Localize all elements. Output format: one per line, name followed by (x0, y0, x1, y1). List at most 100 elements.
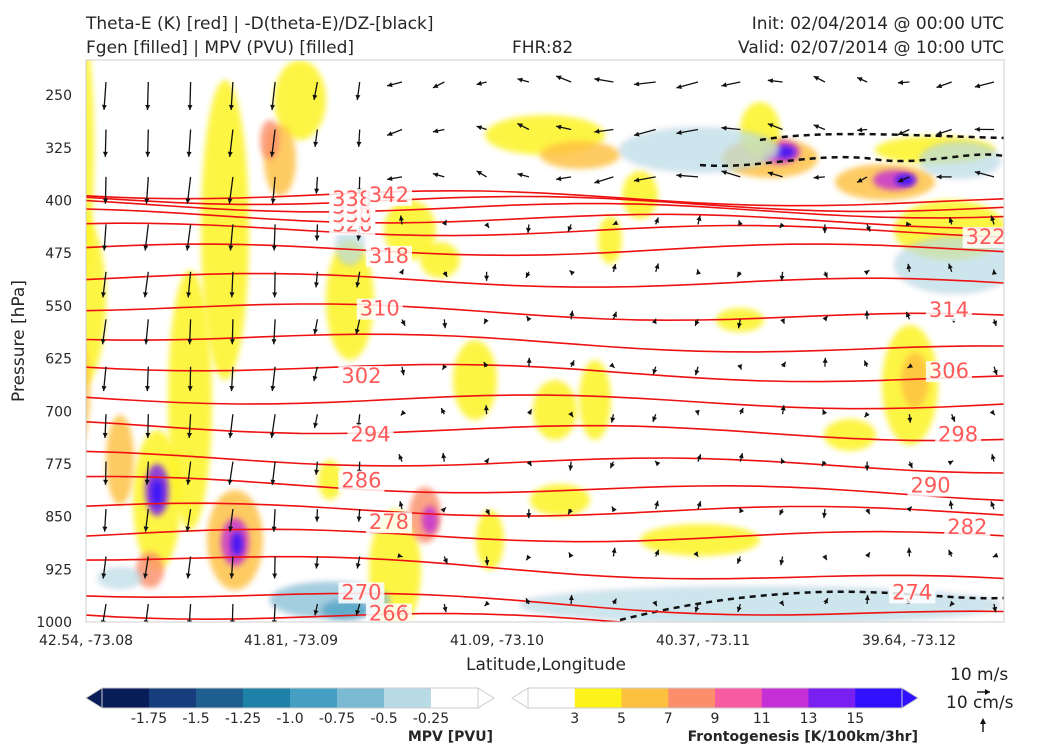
wind-vector-head-11-12 (611, 598, 617, 605)
wind-vector-head-9-19 (906, 506, 912, 512)
wind-vector-head-8-13 (655, 460, 661, 467)
fgen-colorbar-segment-6 (808, 688, 856, 708)
wind-vector-head-3-1 (143, 245, 149, 251)
y-tick-label-0: 250 (45, 88, 72, 104)
wind-vector-head-8-11 (568, 465, 574, 471)
wind-vector-head-10-13 (654, 549, 659, 556)
dashed-contour-upper-2 (759, 132, 1004, 142)
wind-vector-head-0-4 (270, 104, 275, 110)
mpv-colorbar-tick-6: -0.25 (413, 711, 449, 727)
mpv-colorbar-segment-2 (196, 688, 244, 708)
wind-vector-head-5-3 (229, 339, 235, 345)
wind-vector-head-7-13 (652, 416, 657, 422)
wind-vector-head-7-9 (483, 405, 489, 411)
wind-vector-head-8-8 (441, 453, 447, 459)
wind-vector-head-7-8 (441, 408, 446, 414)
wind-vector-head-11-11 (568, 595, 574, 601)
fgen-blob-4 (0, 350, 9, 410)
wind-vector-head-6-5 (312, 375, 318, 382)
wind-vector-head-3-19 (905, 221, 912, 227)
fgen-colorbar-segment-7 (855, 688, 903, 708)
wind-vector-head-0-0 (101, 104, 107, 110)
fgen-blob-21 (326, 240, 374, 360)
quiver-key-vertical-head (980, 718, 986, 724)
theta-e-label-310: 310 (360, 297, 400, 321)
fgen-colorbar-tick-1: 5 (617, 711, 626, 727)
wind-vector-head-9-10 (526, 513, 532, 519)
wind-vector-head-3-14 (696, 215, 702, 221)
wind-vector-head-6-14 (694, 369, 700, 376)
wind-vector-head-2-7 (387, 176, 393, 181)
mpv-blob-0 (619, 127, 781, 173)
wind-vector-head-8-4 (270, 479, 276, 485)
wind-vector-head-2-4 (270, 198, 276, 204)
fgen-colorbar-right-extension (901, 687, 919, 709)
wind-vector-head-4-6 (355, 282, 361, 288)
wind-vector-head-11-15 (736, 606, 742, 612)
mpv-colorbar-left-extension (85, 687, 103, 709)
wind-vector-head-8-16 (780, 458, 786, 464)
wind-vector-head-0-18 (857, 77, 863, 82)
theta-e-line-290 (86, 475, 1004, 502)
wind-vector-head-6-10 (526, 357, 532, 363)
fgen-blob-16 (231, 532, 243, 556)
mpv-colorbar-segment-4 (290, 688, 338, 708)
theta-e-line-294 (86, 450, 1004, 474)
wind-vector-head-5-18 (864, 310, 870, 316)
wind-vector-head-10-21 (992, 552, 999, 558)
fgen-colorbar-title: Frontogenesis [K/100km/3hr] (688, 729, 918, 745)
quiver-key-horizontal-head (985, 689, 990, 695)
wind-vector-head-1-11 (556, 124, 562, 130)
wind-vector-head-7-17 (822, 409, 827, 415)
wind-vector-head-9-16 (779, 509, 784, 516)
mpv-colorbar-segment-3 (243, 688, 291, 708)
y-tick-label-2: 400 (45, 194, 72, 210)
theta-e-line-334 (86, 199, 1004, 219)
mpv-colorbar-frame (101, 687, 479, 709)
wind-vector-head-9-6 (356, 516, 362, 522)
wind-vector-head-10-2 (185, 573, 191, 579)
wind-vector-head-8-7 (398, 454, 404, 460)
wind-vector-head-6-1 (145, 386, 150, 392)
wind-vector-head-3-0 (102, 245, 107, 251)
theta-e-label-314: 314 (929, 298, 969, 322)
wind-vector-head-4-3 (229, 292, 235, 298)
fgen-colorbar-tick-0: 3 (570, 711, 579, 727)
wind-vector-head-1-0 (102, 151, 108, 157)
y-tick-label-8: 850 (45, 510, 72, 526)
wind-vector-head-4-4 (272, 292, 278, 298)
wind-vector-head-2-14 (676, 173, 682, 179)
wind-vector-head-4-1 (143, 292, 148, 298)
wind-vector-head-8-10 (526, 460, 532, 467)
mpv-colorbar-right-extension (477, 687, 495, 709)
fgen-blob-41 (901, 352, 929, 408)
fgen-blob-26 (420, 242, 460, 278)
wind-vector-head-10-6 (355, 563, 361, 569)
mpv-colorbar-segment-5 (337, 688, 385, 708)
wind-vector-head-9-9 (485, 509, 490, 515)
theta-e-label-bg-19 (365, 184, 412, 206)
wind-vector-head-6-4 (270, 385, 276, 392)
wind-vector-head-6-8 (442, 364, 448, 370)
wind-vector-head-11-13 (652, 600, 657, 607)
wind-vector-head-1-18 (857, 127, 863, 133)
wind-vector-head-6-2 (187, 386, 193, 392)
theta-e-contours (86, 189, 1004, 622)
wind-vector-head-11-20 (949, 600, 955, 607)
theta-e-line-338 (86, 195, 1004, 213)
wind-vector-head-7-0 (102, 432, 108, 438)
theta-e-label-bg-3 (365, 512, 412, 534)
fgen-blob-38 (895, 174, 915, 186)
theta-e-label-bg-0 (365, 603, 412, 625)
wind-vector-head-9-4 (271, 526, 277, 532)
theta-e-label-bg-2 (889, 582, 936, 604)
wind-vector-head-1-13 (634, 131, 640, 137)
wind-vector-head-7-15 (738, 407, 744, 414)
wind-vector-head-0-11 (556, 75, 562, 81)
fgen-blob-46 (640, 524, 760, 556)
theta-e-label-318: 318 (369, 244, 409, 268)
wind-vector-head-3-18 (865, 226, 871, 232)
wind-vector-head-10-5 (314, 563, 320, 569)
wind-vector-head-6-21 (992, 369, 998, 376)
